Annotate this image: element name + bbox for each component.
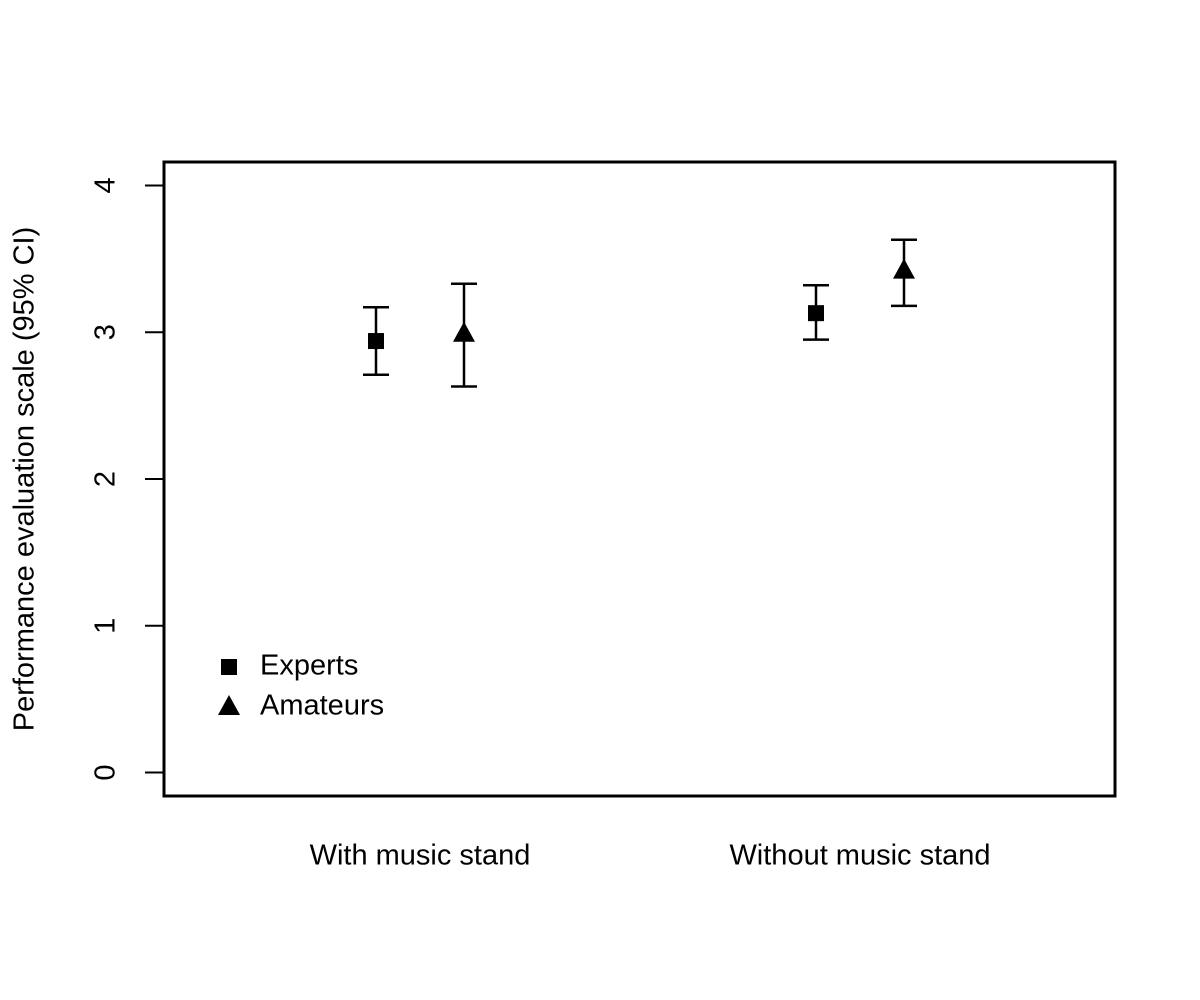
y-tick-label: 4	[90, 177, 122, 193]
y-tick-label: 3	[90, 324, 122, 340]
x-tick-label: Without music stand	[729, 840, 990, 872]
x-tick-label: With music stand	[310, 840, 531, 872]
marker	[368, 333, 384, 350]
y-tick-label: 0	[90, 764, 122, 780]
y-axis-label: Performance evaluation scale (95% CI)	[9, 227, 41, 732]
y-tick-label: 2	[90, 471, 122, 487]
legend-marker	[221, 659, 237, 675]
legend-label: Amateurs	[260, 690, 384, 722]
legend-label: Experts	[260, 650, 358, 682]
marker	[808, 305, 824, 322]
legend-marker	[218, 695, 240, 715]
marker	[893, 258, 915, 279]
marker	[453, 321, 475, 342]
y-tick-label: 1	[90, 618, 122, 634]
